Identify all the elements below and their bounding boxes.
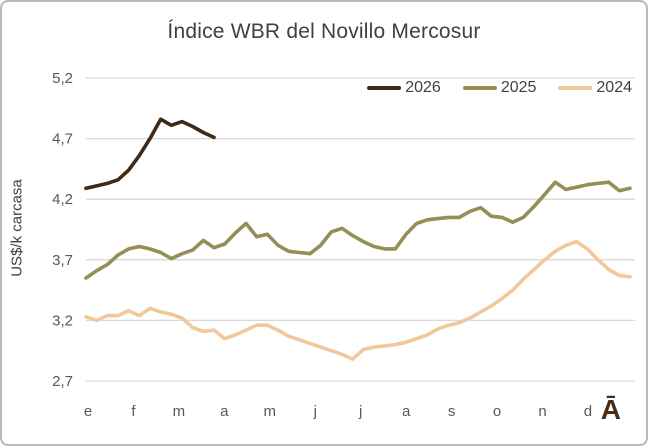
- legend-swatch-2025: [462, 86, 497, 90]
- legend-item-2024: 2024: [558, 79, 632, 97]
- x-tick-label: m: [264, 403, 277, 420]
- chart-title: Índice WBR del Novillo Mercosur: [167, 20, 481, 43]
- y-tick-label: 4,7: [52, 131, 73, 148]
- y-tick-label: 4,2: [52, 191, 73, 208]
- y-tick-label: 5,2: [52, 70, 73, 87]
- y-tick-label: 3,7: [52, 252, 73, 269]
- legend-label-2026: 2026: [405, 79, 441, 96]
- legend-item-2026: 2026: [367, 79, 441, 97]
- series-2026-line: [84, 117, 216, 191]
- y-tick-label: 2,7: [52, 373, 73, 390]
- legend-label-2025: 2025: [500, 79, 537, 96]
- x-tick-label: j: [313, 403, 317, 420]
- x-tick-label: s: [448, 403, 456, 420]
- legend: 2026 2025 2024: [367, 79, 632, 97]
- series-2024-line: [84, 239, 632, 362]
- x-tick-label: m: [173, 403, 186, 420]
- x-tick-label: o: [493, 403, 501, 420]
- y-tick-label: 3,2: [52, 312, 73, 329]
- x-tick-label: a: [220, 403, 229, 420]
- legend-swatch-2024: [558, 86, 593, 90]
- x-tick-label: j: [358, 403, 362, 420]
- series-2025-line: [84, 180, 632, 280]
- legend-swatch-2026: [367, 86, 402, 90]
- x-tick-label: a: [402, 403, 411, 420]
- legend-item-2025: 2025: [462, 79, 537, 97]
- x-tick-label: f: [131, 403, 136, 420]
- x-tick-label: n: [538, 403, 546, 420]
- brand-mark: Ā: [600, 394, 621, 425]
- legend-label-2024: 2024: [596, 79, 632, 96]
- x-tick-label: e: [84, 403, 92, 420]
- x-tick-label: d: [584, 403, 592, 420]
